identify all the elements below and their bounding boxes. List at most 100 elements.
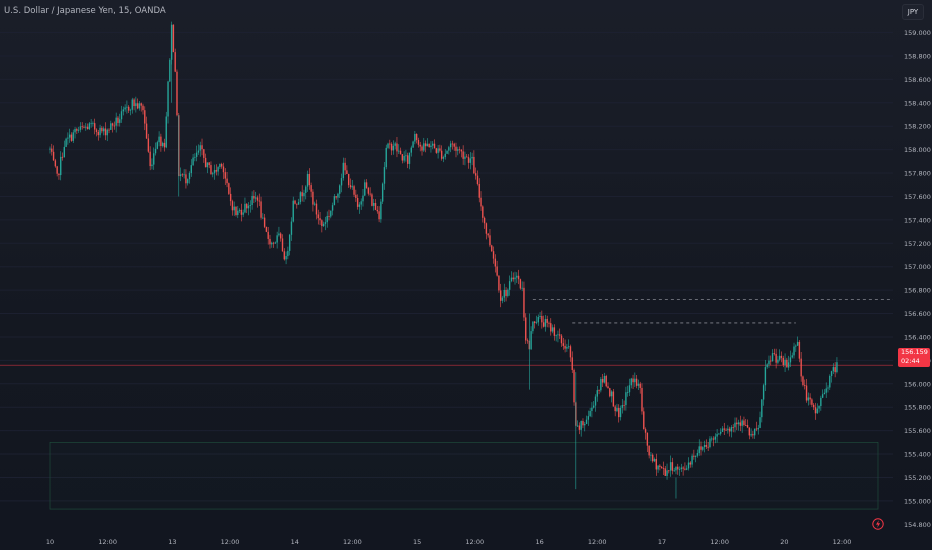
candle-body xyxy=(195,152,198,157)
candle-body xyxy=(544,318,547,327)
currency-button[interactable]: JPY xyxy=(902,4,924,20)
candle-body xyxy=(364,182,366,196)
candle-body xyxy=(52,151,55,161)
candle xyxy=(648,445,650,459)
candle xyxy=(220,162,223,169)
candle-body xyxy=(344,162,346,171)
candle xyxy=(525,313,527,344)
candles-layer xyxy=(49,21,838,499)
candle-body xyxy=(371,194,373,206)
candle-body xyxy=(789,357,792,363)
candle xyxy=(564,339,566,353)
candle xyxy=(771,349,774,362)
candle xyxy=(222,162,225,180)
candle-body xyxy=(621,405,624,408)
candle-body xyxy=(315,203,318,215)
candle xyxy=(517,269,520,285)
candle xyxy=(730,425,733,438)
candle xyxy=(240,203,243,222)
candle-body xyxy=(74,129,76,133)
time-axis[interactable]: 10 12:00 13 12:00 14 12:00 15 12:00 16 12:00 17 12:… xyxy=(46,538,852,546)
candle-body xyxy=(119,119,121,123)
candle-body xyxy=(86,126,89,130)
candle-body xyxy=(129,109,132,111)
candle-body xyxy=(365,182,368,188)
candle xyxy=(364,179,366,197)
candle xyxy=(249,200,252,213)
candle xyxy=(619,405,622,421)
candle-body xyxy=(92,123,94,124)
candle xyxy=(113,121,116,130)
candle-body xyxy=(700,446,702,450)
candle-body xyxy=(95,129,98,132)
candle-body xyxy=(542,322,545,327)
candle xyxy=(415,133,418,144)
candle xyxy=(83,125,85,129)
candle-body xyxy=(104,128,107,136)
candle xyxy=(780,351,783,363)
candle xyxy=(272,241,275,248)
candle-body xyxy=(288,234,291,251)
candle xyxy=(601,374,604,388)
price-axis[interactable]: 155.000 155.200 155.400 155.600 155.800 156.0… xyxy=(904,29,931,529)
candle-body xyxy=(462,151,464,159)
candle xyxy=(779,349,781,362)
candle xyxy=(718,432,720,435)
candle xyxy=(326,211,328,228)
candle xyxy=(378,206,380,223)
candle-body xyxy=(440,150,443,159)
candle xyxy=(462,145,464,165)
candle-body xyxy=(675,466,677,471)
candle xyxy=(167,80,169,124)
candle xyxy=(79,122,82,133)
candle xyxy=(299,191,302,205)
candle xyxy=(288,233,291,256)
candle-body xyxy=(798,341,801,359)
candle-body xyxy=(618,407,620,418)
candle-body xyxy=(380,201,382,220)
candle xyxy=(652,453,654,463)
candle xyxy=(755,421,758,432)
candle-body xyxy=(172,24,175,53)
candle-body xyxy=(358,204,361,207)
lightning-icon[interactable] xyxy=(872,518,884,530)
candle-body xyxy=(385,147,387,168)
candle xyxy=(582,418,584,429)
candle xyxy=(743,416,745,427)
candle-body xyxy=(535,322,538,324)
candle-body xyxy=(203,149,205,158)
candle xyxy=(487,232,489,238)
price-tick-label: 159.000 xyxy=(904,29,931,37)
candle-body xyxy=(773,353,776,354)
candle-body xyxy=(421,146,423,151)
candle xyxy=(49,146,51,154)
candle-body xyxy=(587,416,590,420)
candle xyxy=(179,167,182,182)
candle xyxy=(791,352,793,359)
candle xyxy=(500,283,502,308)
levels-layer xyxy=(0,299,893,366)
candle-body xyxy=(403,155,405,161)
candle xyxy=(598,389,600,395)
candle-body xyxy=(809,397,811,400)
candle-body xyxy=(442,157,445,159)
candle-body xyxy=(283,251,285,260)
candle xyxy=(95,128,98,137)
candle-body xyxy=(258,200,260,202)
candle-body xyxy=(287,250,289,257)
candle-body xyxy=(319,218,321,221)
symbol-title[interactable]: U.S. Dollar / Japanese Yen, 15, OANDA xyxy=(4,6,166,16)
candle xyxy=(632,374,634,390)
candle xyxy=(476,170,479,186)
candle xyxy=(355,189,357,202)
candle-body xyxy=(521,287,523,289)
candle-body xyxy=(687,462,690,469)
candle xyxy=(655,453,658,476)
candle-body xyxy=(407,155,409,164)
candle-body xyxy=(593,405,595,408)
candle-body xyxy=(703,445,706,448)
candle-body xyxy=(682,467,684,469)
candle-body xyxy=(231,201,234,211)
